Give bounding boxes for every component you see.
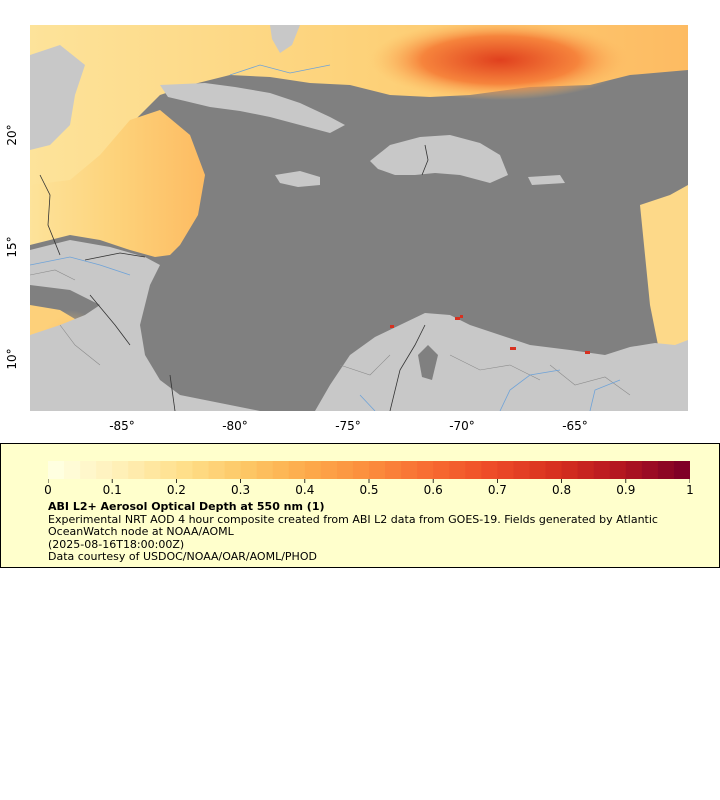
lon-label-85: -85° <box>109 419 135 433</box>
rivers <box>30 64 621 411</box>
bahamas-shoal <box>270 25 300 53</box>
colorbar-segment <box>336 461 354 479</box>
legend-title: ABI L2+ Aerosol Optical Depth at 550 nm … <box>48 500 325 513</box>
colorbar-tick-label: 0.7 <box>487 483 507 497</box>
colorbar-tick-label: 0.8 <box>552 483 572 497</box>
legend-description: Experimental NRT AOD 4 hour composite cr… <box>48 513 658 538</box>
colorbar-segment <box>385 461 402 479</box>
colorbar-segment <box>256 461 274 479</box>
colorbar-segment <box>320 461 338 479</box>
colorbar-segment <box>112 461 129 479</box>
lon-label-80: -80° <box>222 419 248 433</box>
colorbar-tick-label: 0 <box>44 483 52 497</box>
colorbar-segment <box>417 461 434 479</box>
colorbar-tick-label: 0.5 <box>359 483 379 497</box>
lon-label-75: -75° <box>335 419 361 433</box>
colorbar-segment <box>160 461 177 479</box>
colorbar-segment <box>272 461 290 479</box>
map-frame: 20° 15° 10° -85° -80° -75° -70° -65° <box>5 25 688 433</box>
central-america <box>30 240 260 411</box>
hispaniola <box>370 135 508 183</box>
lon-label-65: -65° <box>562 419 588 433</box>
colorbar-segment <box>657 461 675 479</box>
colorbar-tick-label: 0.9 <box>616 483 636 497</box>
colorbar-segment <box>641 461 659 479</box>
colorbar-segment <box>240 461 258 479</box>
colorbar-segment <box>673 461 690 479</box>
colorbar-segment <box>593 461 611 479</box>
colorbar-segment <box>401 461 418 479</box>
colorbar-tick-label: 1 <box>686 483 694 497</box>
south-america <box>315 313 688 411</box>
lake-maracaibo <box>418 345 438 380</box>
lat-label-10: 10° <box>5 348 19 370</box>
colorbar-segment <box>369 461 386 479</box>
colorbar-segment <box>48 461 65 479</box>
lat-label-20: 20° <box>5 124 19 146</box>
colorbar-segment <box>497 461 514 479</box>
puerto-rico <box>528 175 565 185</box>
colorbar-segment <box>433 461 450 479</box>
colorbar-segment <box>176 461 193 479</box>
admin-borders <box>30 269 631 396</box>
lon-label-70: -70° <box>449 419 475 433</box>
country-borders <box>39 144 429 411</box>
jamaica <box>275 171 320 187</box>
aod-map <box>30 25 688 411</box>
legend-credit: Data courtesy of USDOC/NOAA/OAR/AOML/PHO… <box>48 550 317 563</box>
colorbar-segment <box>449 461 466 479</box>
colorbar-segment <box>625 461 643 479</box>
colorbar-segment <box>128 461 145 479</box>
colorbar-segment <box>561 461 579 479</box>
colorbar-segment <box>465 461 482 479</box>
colorbar-segment <box>224 461 242 479</box>
colorbar-segment <box>513 461 530 479</box>
colorbar-segment <box>481 461 498 479</box>
coastal-high-aod <box>390 315 590 354</box>
legend-panel: 0 0.1 0.2 0.3 0.4 0.5 0.6 0.7 0.8 0.9 1 ABI L2+ Ae… <box>0 443 720 568</box>
colorbar-segment <box>208 461 226 479</box>
yucatan <box>30 45 85 150</box>
colorbar-segment <box>545 461 563 479</box>
colorbar-tick-label: 0.6 <box>423 483 443 497</box>
colorbar-tick-label: 0.2 <box>166 483 186 497</box>
colorbar-segment <box>529 461 547 479</box>
colorbar-segment <box>288 461 306 479</box>
colorbar-segment <box>577 461 595 479</box>
colorbar-tick-label: 0.1 <box>102 483 122 497</box>
colorbar-tick-label: 0.4 <box>295 483 315 497</box>
colorbar-segment <box>80 461 97 479</box>
colorbar-segment <box>64 461 81 479</box>
cuba <box>160 83 345 133</box>
aod-hotspot-northeast <box>370 25 630 100</box>
lat-label-15: 15° <box>5 236 19 258</box>
colorbar-segment <box>96 461 113 479</box>
colorbar-segment <box>304 461 322 479</box>
colorbar-tick-label: 0.3 <box>231 483 251 497</box>
legend-timestamp: (2025-08-16T18:00:00Z) <box>48 538 185 551</box>
colorbar-segment <box>192 461 209 479</box>
colorbar-segment <box>609 461 627 479</box>
colorbar-segment <box>352 461 370 479</box>
aod-field-west <box>30 110 205 257</box>
aod-colorbar <box>48 461 690 483</box>
colorbar-segment <box>144 461 161 479</box>
